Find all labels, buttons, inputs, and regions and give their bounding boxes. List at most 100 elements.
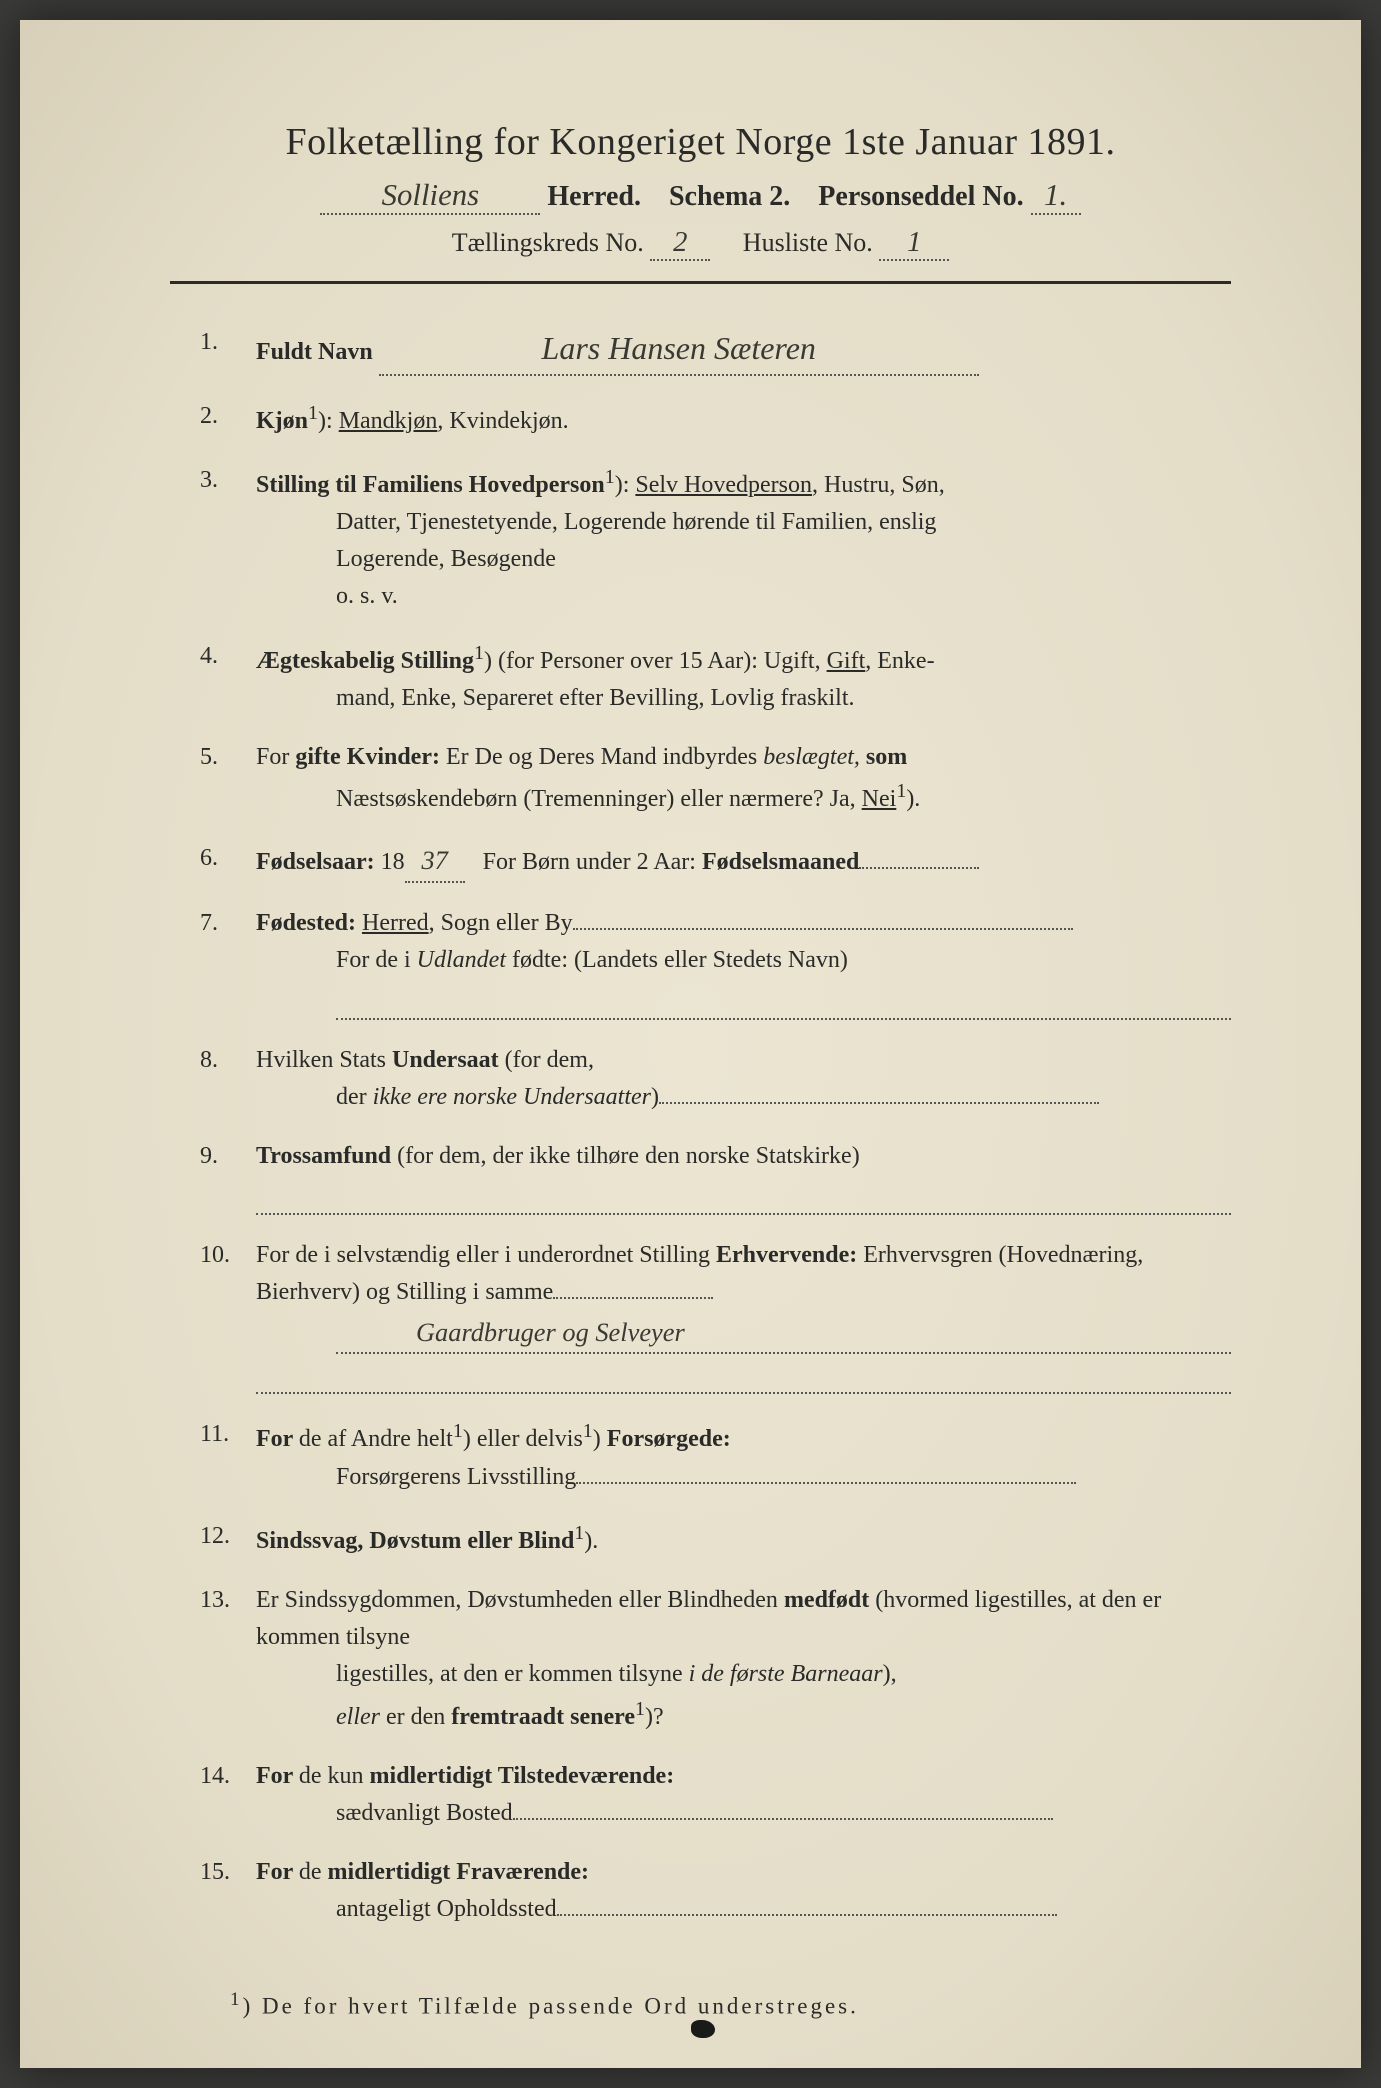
q6-year-prefix: 18 (375, 849, 405, 875)
q7-blank-line (336, 984, 1231, 1020)
herred-label: Herred. (547, 181, 641, 212)
q11-sup2: 1 (583, 1420, 593, 1442)
tallingskreds-no-field: 2 (650, 227, 710, 261)
q6-after: For Børn under 2 Aar: (477, 849, 702, 875)
q6-body: Fødselsaar: 1837 For Børn under 2 Aar: F… (256, 840, 1231, 883)
q7-label: Fødested: (256, 910, 356, 936)
nationality-field (659, 1102, 1099, 1104)
q10-num: 10. (200, 1237, 256, 1394)
q13-text: Er Sindssygdommen, Døvstumheden eller Bl… (256, 1587, 784, 1613)
q11-sup1: 1 (453, 1420, 463, 1442)
q2-selected: Mandkjøn (339, 408, 438, 434)
question-2: 2. Kjøn1): Mandkjøn, Kvindekjøn. (200, 398, 1231, 440)
birth-year-field: 37 (405, 840, 465, 883)
q10-bold: Erhvervende: (716, 1242, 857, 1268)
occupation-field: Gaardbruger og Selveyer (336, 1312, 1231, 1355)
q4-sup: 1 (474, 642, 484, 664)
q1-num: 1. (200, 324, 256, 376)
q8-bold: Undersaat (392, 1047, 499, 1073)
q15-body: For de midlertidigt Fraværende: antageli… (256, 1854, 1231, 1928)
q6-label: Fødselsaar: (256, 849, 375, 875)
q14-body: For de kun midlertidigt Tilstedeværende:… (256, 1758, 1231, 1832)
header-line-3: Tællingskreds No. 2 Husliste No. 1 (170, 227, 1231, 261)
q11-prefix: For (256, 1426, 299, 1452)
q12-after: ). (584, 1528, 598, 1554)
q8-line2: der ikke ere norske Undersaatter) (256, 1079, 1231, 1116)
question-7: 7. Fødested: Herred, Sogn eller By For d… (200, 905, 1231, 1019)
q8-num: 8. (200, 1042, 256, 1116)
question-3: 3. Stilling til Familiens Hovedperson1):… (200, 462, 1231, 616)
q5-prefix: For (256, 744, 295, 770)
q3-body: Stilling til Familiens Hovedperson1): Se… (256, 462, 1231, 616)
q2-num: 2. (200, 398, 256, 440)
q4-num: 4. (200, 638, 256, 717)
q15-bold: midlertidigt Fraværende: (328, 1859, 590, 1885)
question-10: 10. For de i selvstændig eller i underor… (200, 1237, 1231, 1394)
q13-line3: eller er den fremtraadt senere1)? (256, 1694, 1231, 1736)
q5-num: 5. (200, 739, 256, 818)
q11-mid: ) eller delvis (463, 1426, 583, 1452)
q12-body: Sindssvag, Døvstum eller Blind1). (256, 1518, 1231, 1560)
religion-field (256, 1179, 1231, 1215)
q5-label: gifte Kvinder: (295, 744, 440, 770)
q3-after: ): (615, 472, 636, 498)
q13-bold: medfødt (784, 1587, 869, 1613)
q3-line4: o. s. v. (256, 578, 1231, 615)
q7-after: , Sogn eller By (429, 910, 573, 936)
herred-name-field: Solliens (320, 178, 540, 215)
tallingskreds-label: Tællingskreds No. (452, 228, 644, 257)
question-5: 5. For gifte Kvinder: Er De og Deres Man… (200, 739, 1231, 818)
question-15: 15. For de midlertidigt Fraværende: anta… (200, 1854, 1231, 1928)
footnote-sup: 1 (230, 1989, 243, 2010)
full-name-field: Lars Hansen Sæteren (379, 324, 979, 376)
q14-num: 14. (200, 1758, 256, 1832)
q4-label: Ægteskabelig Stilling (256, 648, 474, 674)
header-divider (170, 281, 1231, 284)
q14-text: de kun (299, 1763, 370, 1789)
q11-text: de af Andre helt (299, 1426, 453, 1452)
q1-body: Fuldt Navn Lars Hansen Sæteren (256, 324, 1231, 376)
q5-italic: beslægtet, (763, 744, 860, 770)
q11-num: 11. (200, 1416, 256, 1495)
q14-bold: midlertidigt Tilstedeværende: (370, 1763, 675, 1789)
q5-sup: 1 (896, 780, 906, 802)
q3-line2: Datter, Tjenestetyende, Logerende hørend… (256, 504, 1231, 541)
q4-selected: Gift (827, 648, 866, 674)
q15-text: de (299, 1859, 328, 1885)
q8-after: (for dem, (499, 1047, 594, 1073)
birth-month-field (859, 867, 979, 869)
q7-body: Fødested: Herred, Sogn eller By For de i… (256, 905, 1231, 1019)
q6-num: 6. (200, 840, 256, 883)
q2-label: Kjøn (256, 408, 308, 434)
q15-line2: antageligt Opholdssted (256, 1891, 1231, 1928)
question-9: 9. Trossamfund (for dem, der ikke tilhør… (200, 1138, 1231, 1215)
q6-label2: Fødselsmaaned (702, 849, 859, 875)
q15-prefix: For (256, 1859, 299, 1885)
q3-sup: 1 (605, 466, 615, 488)
q13-num: 13. (200, 1582, 256, 1736)
q3-num: 3. (200, 462, 256, 616)
personseddel-label: Personseddel No. (818, 181, 1023, 212)
q8-body: Hvilken Stats Undersaat (for dem, der ik… (256, 1042, 1231, 1116)
q12-sup: 1 (574, 1522, 584, 1544)
question-13: 13. Er Sindssygdommen, Døvstumheden elle… (200, 1582, 1231, 1736)
q5-line2: Næstsøskendebørn (Tremenninger) eller næ… (256, 776, 1231, 818)
q11-after: ) (593, 1426, 607, 1452)
usual-residence-field (513, 1818, 1053, 1820)
husliste-label: Husliste No. (743, 228, 873, 257)
q9-label: Trossamfund (256, 1143, 391, 1169)
q12-label: Sindssvag, Døvstum eller Blind (256, 1528, 574, 1554)
header-line-2: Solliens Herred. Schema 2. Personseddel … (170, 178, 1231, 215)
q1-label: Fuldt Navn (256, 339, 373, 365)
q3-selected: Selv Hovedperson (635, 472, 812, 498)
q11-body: For de af Andre helt1) eller delvis1) Fo… (256, 1416, 1231, 1495)
q5-body: For gifte Kvinder: Er De og Deres Mand i… (256, 739, 1231, 818)
q14-prefix: For (256, 1763, 299, 1789)
question-14: 14. For de kun midlertidigt Tilstedevære… (200, 1758, 1231, 1832)
question-1: 1. Fuldt Navn Lars Hansen Sæteren (200, 324, 1231, 376)
question-6: 6. Fødselsaar: 1837 For Børn under 2 Aar… (200, 840, 1231, 883)
q2-after: ): (318, 408, 339, 434)
q9-after: (for dem, der ikke tilhøre den norske St… (391, 1143, 860, 1169)
q7-selected: Herred (362, 910, 429, 936)
q11-bold: Forsørgede: (607, 1426, 731, 1452)
